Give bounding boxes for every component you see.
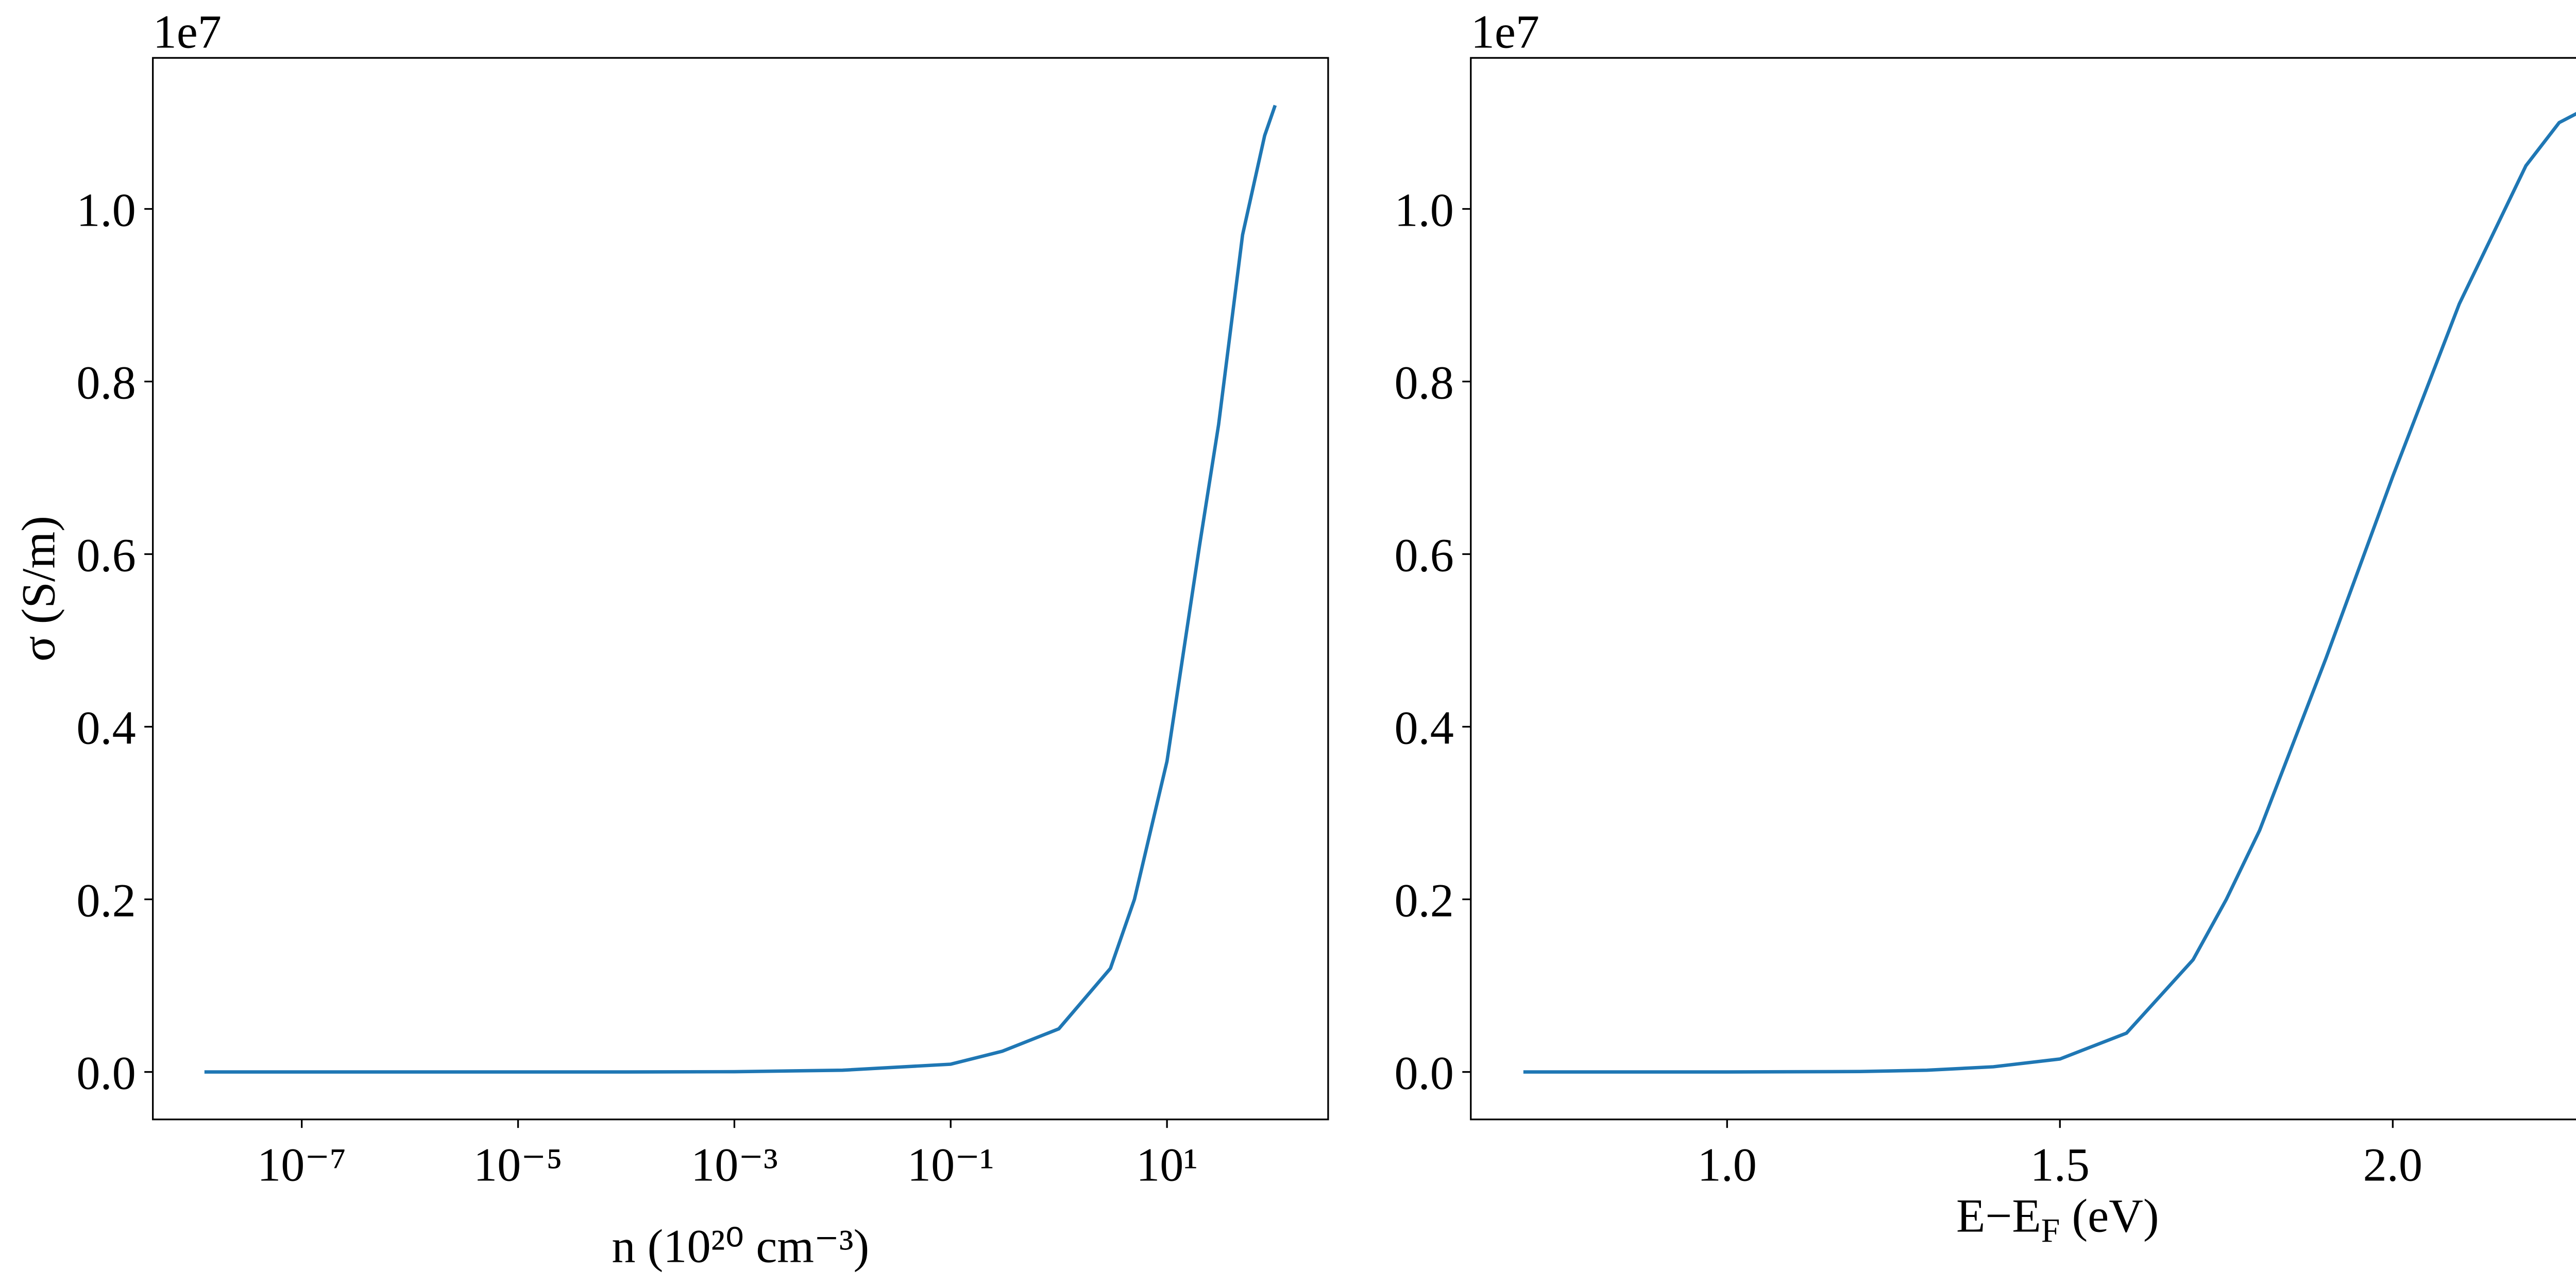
y-tick-label: 0.8 [76,356,135,409]
y-tick-label: 0.8 [1394,356,1453,409]
y-tick-label: 0.6 [1394,529,1453,581]
y-tick-label: 1.0 [1394,183,1453,236]
x-axis-label-unit: (eV) [2060,1189,2159,1242]
offset-label: 1e7 [153,6,222,58]
y-tick-label: 1.0 [76,183,135,236]
x-tick-label: 10⁻³ [691,1138,778,1191]
x-tick-label: 1.0 [1698,1138,1757,1191]
x-tick-label: 10¹ [1136,1138,1198,1191]
y-axis-label: σ (S/m) [12,516,64,662]
x-tick-label: 2.0 [2363,1138,2422,1191]
x-axis-label: E−EF (eV) [1956,1189,2159,1249]
x-axis-label-sub: F [2041,1212,2060,1249]
y-tick-label: 0.2 [76,874,135,927]
x-tick-label: 1.5 [2030,1138,2090,1191]
data-line [204,105,1277,1074]
x-tick-label: 10⁻⁷ [257,1138,346,1191]
x-axis-label-main: E−E [1956,1189,2041,1242]
y-tick-label: 0.0 [1394,1047,1453,1099]
y-tick-label: 0.0 [76,1047,135,1099]
data-line [1523,112,2576,1074]
y-tick-label: 0.6 [76,529,135,581]
x-tick-label: 10⁻¹ [907,1138,994,1191]
axes-frame [1470,57,2576,1121]
y-tick-label: 0.2 [1394,874,1453,927]
y-tick-label: 0.4 [1394,701,1453,754]
x-tick-label: 10⁻⁵ [473,1138,563,1191]
y-tick-label: 0.4 [76,701,135,754]
offset-label: 1e7 [1471,6,1539,58]
axes-frame [152,57,1329,1121]
x-axis-label: n (10²⁰ cm⁻³) [612,1220,869,1273]
